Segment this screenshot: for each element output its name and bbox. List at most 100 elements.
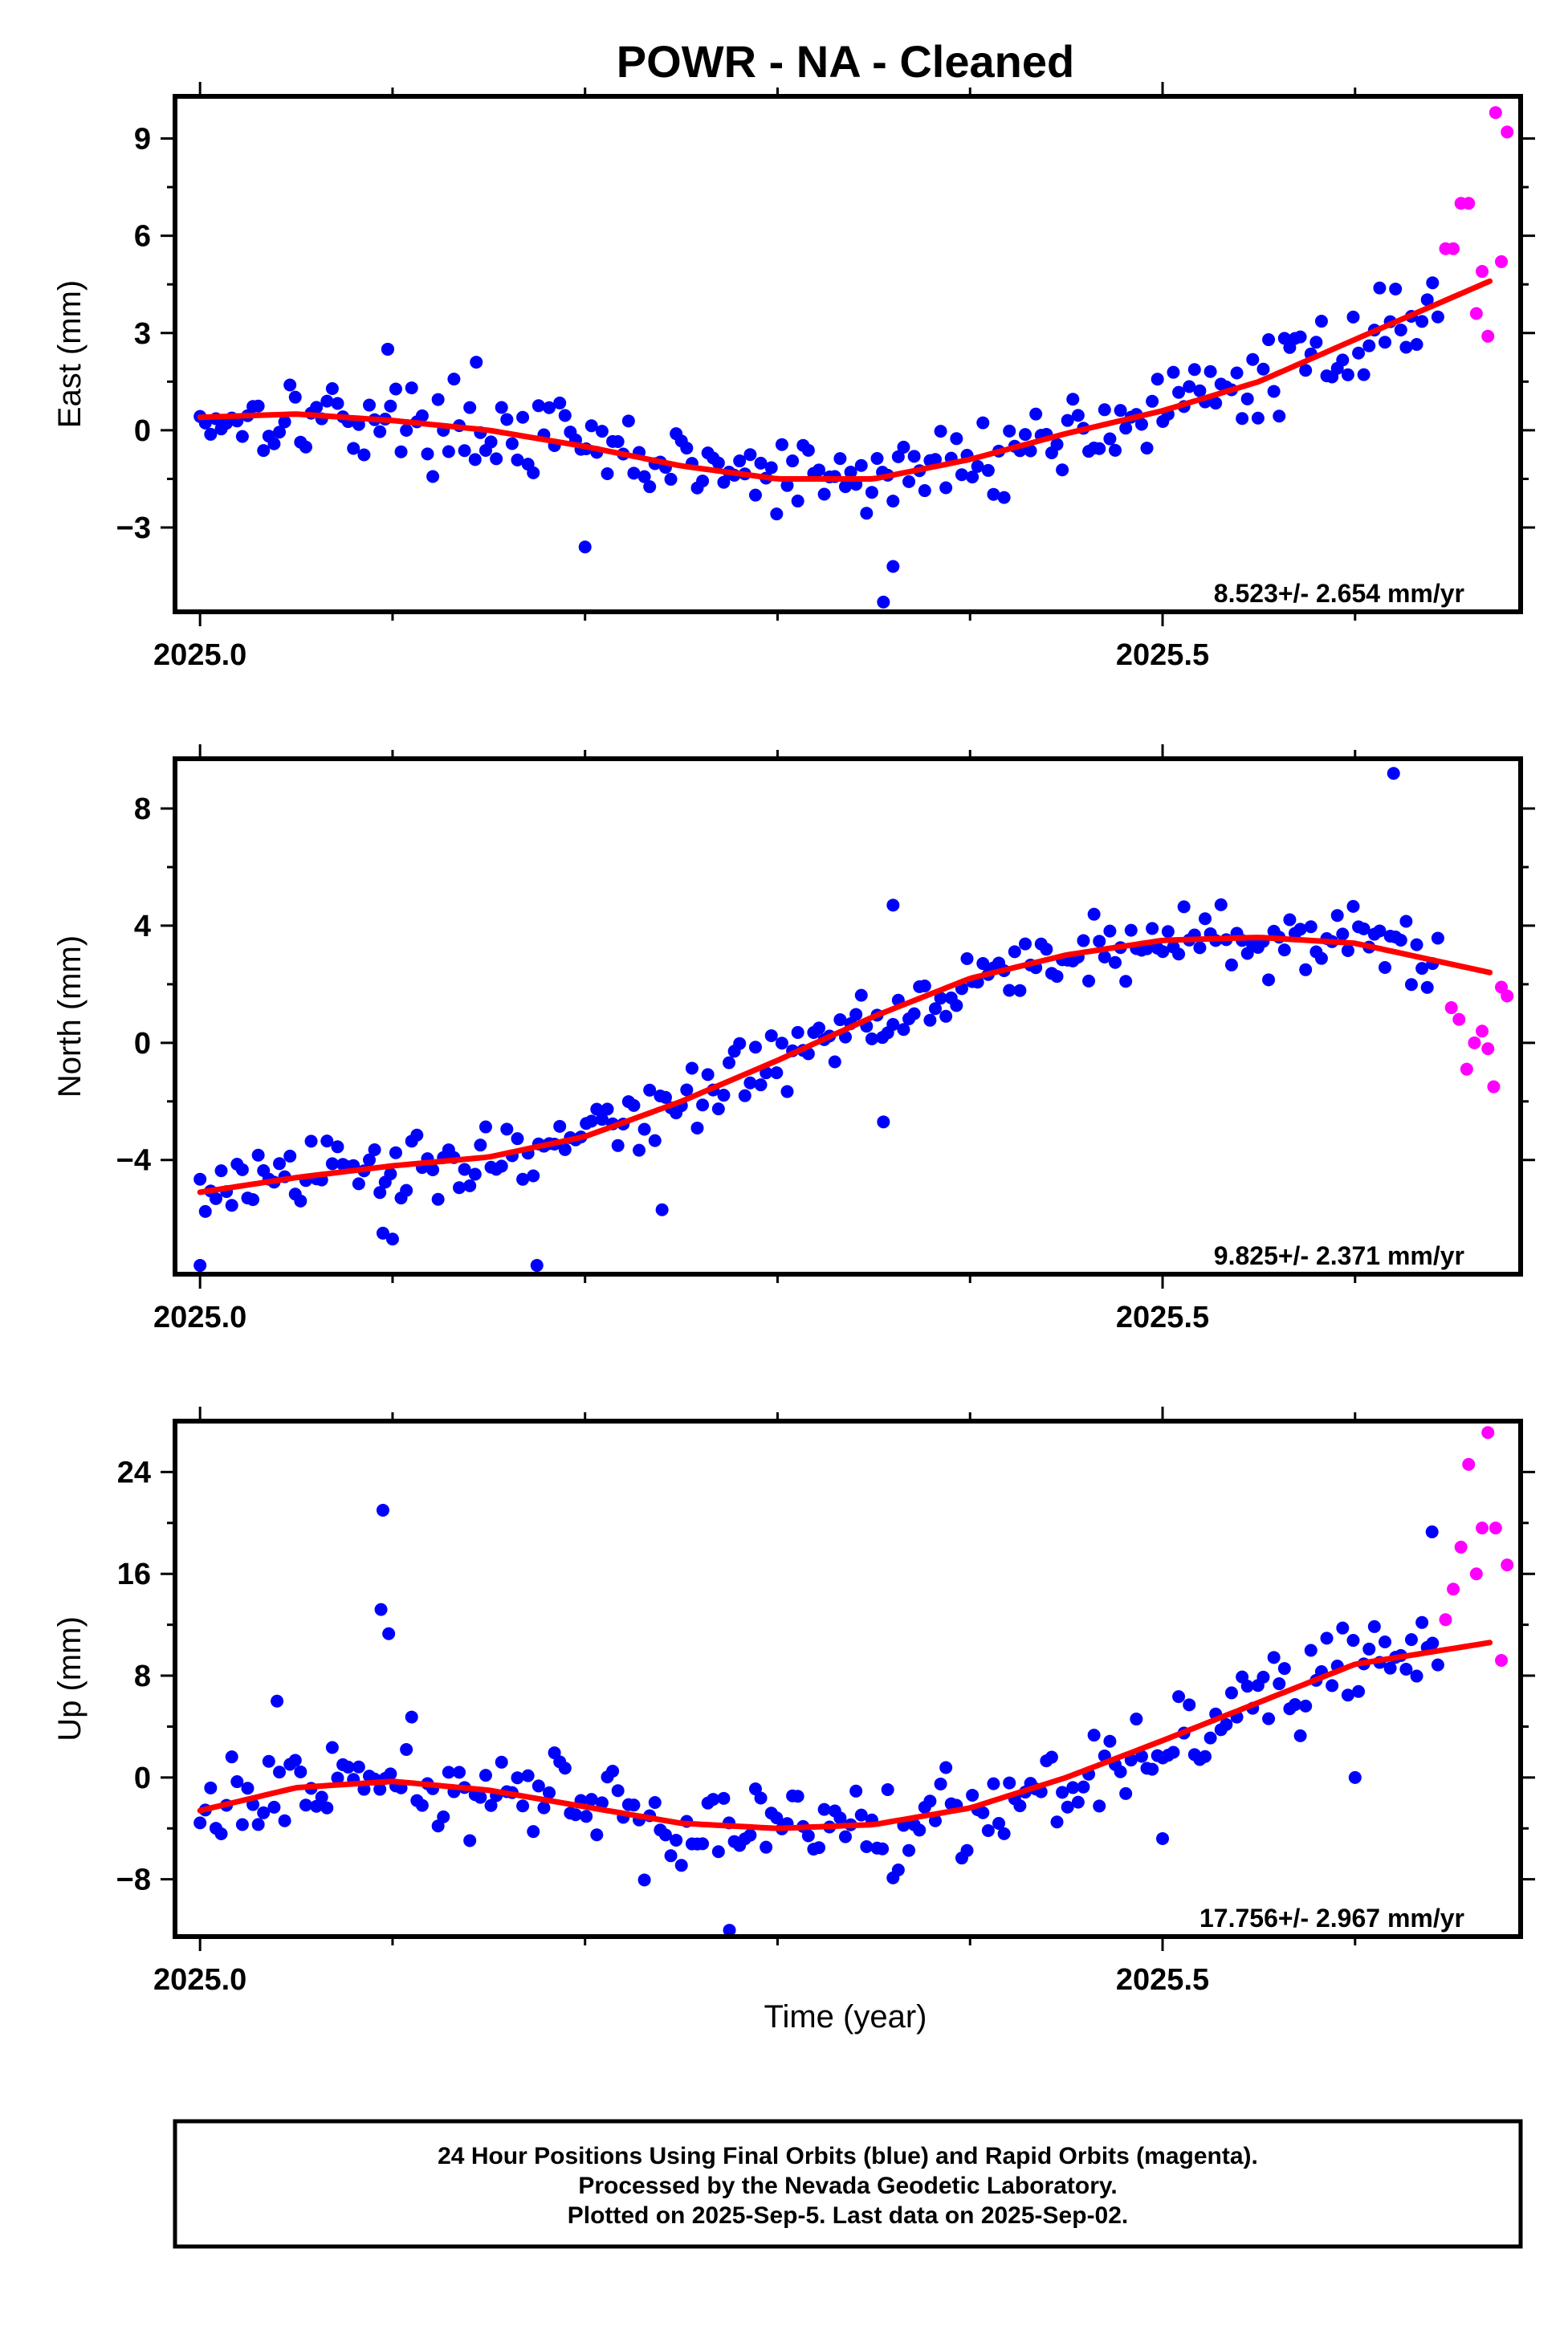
east-final-point <box>516 410 530 424</box>
east-final-point <box>743 448 757 462</box>
north-final-point <box>235 1163 249 1176</box>
east-final-point <box>426 470 440 483</box>
up-final-point <box>294 1765 307 1778</box>
north-panel: 2025.0 2025.5 −4 0 4 8 North (mm) 9.825+/- 2.37… <box>52 744 1535 1334</box>
east-final-point <box>553 396 567 409</box>
east-final-point <box>415 409 429 422</box>
footer-line-1: 24 Hour Positions Using Final Orbits (bl… <box>438 2143 1258 2169</box>
up-final-point <box>580 1810 593 1823</box>
east-final-point <box>1140 442 1154 455</box>
up-final-point <box>854 1808 868 1822</box>
east-final-point <box>421 447 434 461</box>
east-final-point <box>310 401 324 414</box>
north-final-point <box>1177 900 1191 914</box>
east-final-point <box>971 459 984 473</box>
north-final-point <box>1108 955 1122 969</box>
east-final-point <box>1346 310 1360 324</box>
north-final-point <box>1098 950 1111 963</box>
east-final-point <box>1256 362 1270 376</box>
north-final-point <box>939 1009 953 1023</box>
north-final-point <box>251 1148 265 1162</box>
east-final-point <box>1066 393 1080 406</box>
up-final-point <box>876 1842 890 1855</box>
east-final-point <box>352 418 365 431</box>
east-rapid-point <box>1476 265 1489 279</box>
east-final-point <box>1246 352 1260 366</box>
north-y-tick-label: 0 <box>134 1027 151 1061</box>
north-final-point <box>553 1119 567 1133</box>
east-final-point <box>1341 368 1354 381</box>
north-x-tick-label: 2025.0 <box>153 1301 246 1334</box>
up-final-point <box>1071 1795 1085 1809</box>
east-final-point <box>400 424 413 438</box>
north-final-point <box>764 1029 778 1042</box>
east-final-point <box>886 495 900 508</box>
east-final-point <box>791 495 804 508</box>
east-rapid-point <box>1501 125 1514 139</box>
east-y-tick-label: −3 <box>116 511 151 545</box>
north-final-point <box>468 1167 482 1181</box>
east-final-point <box>1262 333 1276 347</box>
up-final-point <box>707 1793 720 1807</box>
up-final-point <box>881 1782 894 1796</box>
east-final-point <box>997 491 1011 504</box>
east-final-point <box>511 453 524 466</box>
north-final-point <box>701 1068 715 1081</box>
up-final-point <box>743 1828 757 1842</box>
east-final-point <box>500 413 514 426</box>
up-final-point <box>928 1814 942 1827</box>
north-final-point <box>754 1078 768 1092</box>
up-final-point <box>590 1828 604 1842</box>
north-final-point <box>680 1083 694 1097</box>
north-final-point <box>1299 963 1313 976</box>
north-final-point <box>780 1085 794 1098</box>
east-final-point <box>1119 422 1133 435</box>
east-data <box>193 106 1514 609</box>
east-final-point <box>711 456 725 470</box>
north-final-point <box>886 898 900 912</box>
east-final-point <box>717 475 731 489</box>
east-final-point <box>1273 409 1286 423</box>
up-final-point <box>1093 1799 1106 1813</box>
east-final-point <box>463 401 477 414</box>
up-final-point <box>1203 1731 1217 1745</box>
north-final-point <box>637 1122 651 1136</box>
east-final-point <box>854 458 868 472</box>
east-final-point <box>1108 443 1122 457</box>
east-final-point <box>389 382 402 396</box>
up-final-point <box>902 1843 916 1857</box>
up-panel: 2025.0 2025.5 −8 0 8 16 24 Up (mm) 17.756+/- 2.9… <box>52 1407 1535 1997</box>
north-final-point <box>748 1041 762 1054</box>
north-final-point <box>717 1089 731 1102</box>
north-final-point <box>558 1143 572 1156</box>
north-rapid-point <box>1476 1024 1489 1038</box>
up-final-point <box>1061 1800 1074 1814</box>
east-final-point <box>1236 412 1249 426</box>
north-final-point <box>877 1115 890 1129</box>
north-final-point <box>1314 951 1328 965</box>
up-final-point <box>325 1741 339 1754</box>
north-final-point <box>1013 984 1027 997</box>
north-final-point <box>1404 978 1418 992</box>
up-final-point <box>400 1743 413 1757</box>
up-rapid-point <box>1454 1540 1468 1554</box>
up-final-point <box>568 1808 582 1822</box>
east-rapid-point <box>1495 255 1509 268</box>
north-final-point <box>511 1132 524 1146</box>
up-rate-label: 17.756+/- 2.967 mm/yr <box>1199 1904 1464 1933</box>
up-final-point <box>230 1775 244 1789</box>
east-final-point <box>543 401 556 414</box>
up-final-point <box>923 1794 937 1808</box>
east-final-point <box>1018 428 1032 442</box>
up-final-point <box>204 1781 218 1794</box>
east-final-point <box>1146 394 1159 408</box>
up-final-point <box>913 1823 927 1837</box>
up-final-point <box>531 1779 545 1793</box>
east-final-point <box>748 488 762 502</box>
east-final-point <box>601 467 614 481</box>
east-final-point <box>877 595 890 609</box>
north-final-point <box>431 1192 445 1206</box>
up-final-point <box>474 1790 487 1804</box>
north-final-point <box>907 1007 921 1020</box>
up-final-point <box>833 1811 847 1825</box>
